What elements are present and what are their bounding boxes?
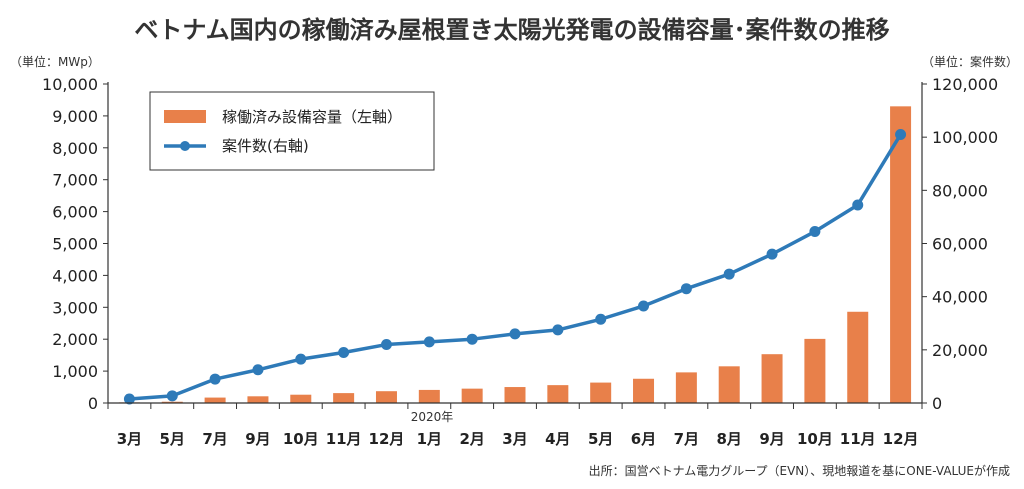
left-tick-label-0: 0 — [88, 394, 98, 413]
right-tick-label-3: 60,000 — [932, 235, 988, 254]
bar-1 — [161, 401, 183, 403]
line-point-18 — [895, 129, 907, 141]
bar-7 — [418, 389, 440, 403]
line-point-6 — [380, 339, 392, 351]
line-point-17 — [852, 199, 864, 211]
bar-4 — [290, 394, 312, 403]
x-tick-label-11: 5月 — [588, 430, 613, 448]
x-tick-label-6: 12月 — [369, 430, 405, 448]
chart-title: ベトナム国内の稼働済み屋根置き太陽光発電の設備容量･案件数の推移 — [134, 16, 889, 44]
legend: 稼働済み設備容量（左軸） 案件数(右軸) — [149, 91, 435, 171]
left-tick-label-4: 4,000 — [52, 266, 98, 285]
bar-16 — [804, 338, 826, 403]
left-tick-label-2: 2,000 — [52, 330, 98, 349]
series-line-projects — [129, 133, 903, 401]
line-point-14 — [723, 268, 735, 280]
line-point-0 — [123, 393, 135, 405]
bar-9 — [504, 387, 526, 403]
left-tick-label-10: 10,000 — [42, 75, 98, 94]
x-tick-label-7: 1月 — [417, 430, 442, 448]
line-point-1 — [166, 390, 178, 402]
right-tick-label-5: 100,000 — [932, 128, 998, 147]
bar-8 — [461, 388, 483, 403]
x-tick-label-2: 7月 — [202, 430, 227, 448]
x-tick-label-15: 9月 — [759, 430, 784, 448]
line-point-15 — [766, 248, 778, 260]
line-point-2 — [209, 373, 221, 385]
right-tick-label-6: 120,000 — [932, 75, 998, 94]
x-tick-label-12: 6月 — [631, 430, 656, 448]
legend-box — [149, 91, 435, 171]
x-tick-label-1: 5月 — [160, 430, 185, 448]
left-tick-label-6: 6,000 — [52, 203, 98, 222]
left-tick-label-5: 5,000 — [52, 235, 98, 254]
x-tick-label-17: 11月 — [840, 430, 876, 448]
line-point-3 — [252, 364, 264, 376]
line-point-4 — [295, 353, 307, 365]
right-tick-label-4: 80,000 — [932, 181, 988, 200]
right-tick-label-1: 20,000 — [932, 341, 988, 360]
line-point-5 — [338, 346, 350, 358]
line-point-12 — [638, 300, 650, 312]
x-tick-label-3: 9月 — [245, 430, 270, 448]
line-point-9 — [509, 328, 521, 340]
legend-bar-swatch — [164, 110, 206, 123]
bar-14 — [718, 366, 740, 403]
line-point-11 — [595, 313, 607, 325]
bar-12 — [633, 378, 655, 403]
bar-10 — [547, 385, 569, 403]
axes-group: 0 1,000 2,000 3,000 4,000 5,000 6,000 7,000 8,00… — [42, 75, 998, 448]
bar-6 — [375, 391, 397, 403]
line-group — [123, 129, 907, 405]
x-tick-label-10: 4月 — [545, 430, 570, 448]
bar-3 — [247, 396, 269, 403]
x-tick-label-9: 3月 — [502, 430, 527, 448]
line-point-7 — [423, 336, 435, 348]
bar-13 — [675, 372, 697, 403]
legend-bar-label: 稼働済み設備容量（左軸） — [222, 108, 402, 126]
right-tick-label-2: 40,000 — [932, 288, 988, 307]
left-tick-label-7: 7,000 — [52, 171, 98, 190]
year-label: 2020年 — [411, 410, 454, 424]
x-tick-label-16: 10月 — [797, 430, 833, 448]
left-axis-unit: （単位：MWp） — [10, 54, 100, 69]
bars-group — [118, 106, 912, 404]
left-tick-label-9: 9,000 — [52, 107, 98, 126]
legend-line-marker — [180, 141, 190, 151]
x-tick-label-14: 8月 — [716, 430, 741, 448]
bar-17 — [847, 311, 869, 403]
line-point-16 — [809, 226, 821, 238]
left-tick-label-3: 3,000 — [52, 298, 98, 317]
left-tick-label-1: 1,000 — [52, 362, 98, 381]
bar-15 — [761, 354, 783, 403]
right-tick-label-0: 0 — [932, 394, 942, 413]
legend-line-label: 案件数(右軸) — [222, 137, 309, 155]
x-tick-label-5: 11月 — [326, 430, 362, 448]
line-point-13 — [680, 283, 692, 295]
bar-18 — [890, 106, 912, 403]
right-axis-unit: （単位：案件数） — [922, 54, 1018, 69]
x-tick-label-18: 12月 — [883, 430, 919, 448]
source-note: 出所：国営ベトナム電力グループ（EVN）、現地報道を基にONE-VALUEが作成 — [589, 463, 1010, 478]
line-point-8 — [466, 333, 478, 345]
x-tick-label-8: 2月 — [459, 430, 484, 448]
x-tick-label-4: 10月 — [283, 430, 319, 448]
line-point-10 — [552, 324, 564, 336]
x-tick-label-13: 7月 — [674, 430, 699, 448]
left-tick-label-8: 8,000 — [52, 139, 98, 158]
bar-11 — [590, 382, 612, 403]
bar-5 — [333, 393, 355, 403]
bar-2 — [204, 397, 226, 403]
x-tick-label-0: 3月 — [117, 430, 142, 448]
